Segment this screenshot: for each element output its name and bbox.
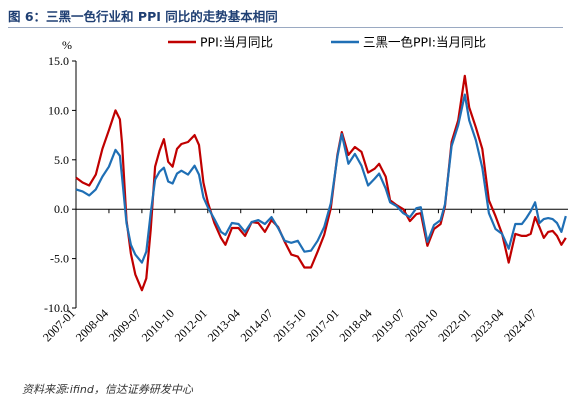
y-axis-unit: % xyxy=(62,38,72,52)
y-tick-label: -5.0 xyxy=(50,252,69,266)
axes: % xyxy=(62,38,568,309)
legend: PPI:当月同比 三黑一色PPI:当月同比 xyxy=(168,35,486,50)
y-tick-label: 10.0 xyxy=(48,103,69,117)
series-line-three-black-one-color-ppi xyxy=(75,93,567,264)
chart-title: 图 6：三黑一色行业和 PPI 同比的走势基本相同 xyxy=(8,9,278,24)
x-tick-label: 2017-01 xyxy=(304,306,342,344)
series-line-ppi xyxy=(75,74,567,292)
x-tick-label: 2014-07 xyxy=(238,306,276,344)
x-tick-label: 2024-07 xyxy=(501,306,539,344)
x-axis-tick-labels: 2007-012008-042009-072010-102012-012013-… xyxy=(40,306,539,344)
x-tick-label: 2010-10 xyxy=(139,306,177,344)
x-tick-label: 2008-04 xyxy=(73,306,111,344)
legend-label: 三黑一色PPI:当月同比 xyxy=(363,35,486,50)
y-tick-label: 5.0 xyxy=(54,153,69,167)
legend-label: PPI:当月同比 xyxy=(200,35,273,50)
x-tick-label: 2023-04 xyxy=(468,306,506,344)
series-lines xyxy=(75,74,567,292)
x-tick-label: 2018-04 xyxy=(336,306,374,344)
x-tick-label: 2020-10 xyxy=(402,306,440,344)
y-tick-label: 15.0 xyxy=(48,54,69,68)
title-divider xyxy=(8,27,563,28)
x-tick-label: 2009-07 xyxy=(106,306,144,344)
y-tick-label: -10.0 xyxy=(44,301,69,315)
x-tick-label: 2012-01 xyxy=(172,306,210,344)
source-note: 资料来源:ifind，信达证券研发中心 xyxy=(22,383,193,396)
x-tick-label: 2015-10 xyxy=(271,306,309,344)
y-tick-label: 0.0 xyxy=(54,202,69,216)
y-axis-tick-labels: -10.0 -5.0 0.0 5.0 10.0 15.0 xyxy=(44,54,69,315)
x-tick-label: 2022-01 xyxy=(435,306,473,344)
x-tick-label: 2013-04 xyxy=(205,306,243,344)
x-tick-label: 2019-07 xyxy=(369,306,407,344)
